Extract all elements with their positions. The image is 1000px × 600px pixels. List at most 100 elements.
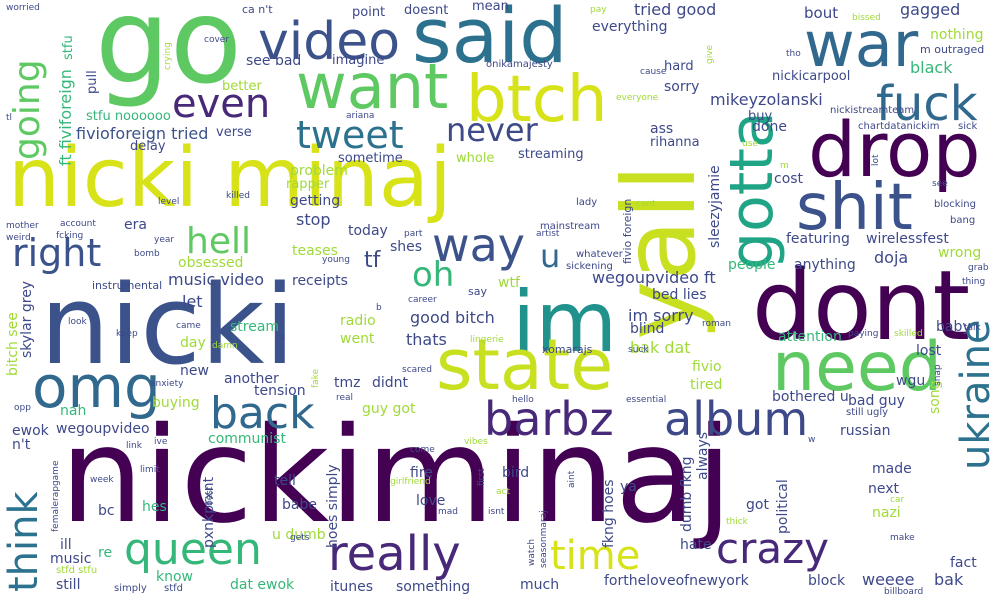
word-hate: hate [680,537,712,553]
word-xomarajs: xomarajs [542,343,593,356]
word-everyone: everyone [616,93,659,103]
word-billboard: billboard [884,587,924,597]
word-shes: shes [390,239,423,255]
word-bird: bird [502,465,530,481]
word-artist: artist [536,229,560,239]
word-nickiminaj: nickiminaj [60,399,733,553]
word-fivio: fivio [692,359,722,375]
word-anxiety: anxiety [150,379,184,389]
word-use: use [742,139,758,149]
word-stfu-noooooo: stfu noooooo [86,109,171,124]
word-lost: lost [916,343,942,359]
word-snap: snap [933,364,943,386]
word-buy: buy [748,109,773,124]
word-act: act [496,487,510,497]
word-car: car [890,495,905,505]
word-bitch-see: bitch see [5,312,21,376]
word-ive: ive [154,437,168,447]
word-account: account [60,219,96,229]
word-grab: grab [968,263,989,273]
word-year: year [154,235,175,245]
word-tried-good: tried good [634,0,717,19]
word-stop: stop [296,210,331,229]
word-n-t: n't [12,437,31,453]
word-nah: nah [60,403,87,419]
word-make: make [890,533,915,543]
word-femalerapgame: femalerapgame [51,460,61,533]
word-ass: ass [650,121,674,137]
word-nicki: nicki [40,261,296,389]
word-video: video [258,12,401,72]
word-seasonmaraj: seasonmaraj [539,510,549,568]
word-bak: bak [934,570,964,589]
word-thick: thick [726,517,748,527]
word-gets: gets [290,533,310,543]
word-tho: tho [786,49,801,59]
word-real: real [336,393,354,403]
word-made: made [872,461,912,477]
word-back: back [210,388,315,439]
word-hoes-simply: hoes simply [325,464,341,548]
word-streaming: streaming [518,147,584,162]
word-stfu: stfu [61,35,76,60]
word-keep: keep [116,329,138,339]
word-wirelessfest: wirelessfest [866,231,949,247]
word-isnt: isnt [488,507,505,517]
word-thing: thing [962,277,986,287]
word-mainstream: mainstream [540,221,601,232]
word-tired: tired [690,377,723,393]
word-right: right [12,231,102,275]
word-tell: tell [274,473,296,489]
word-buying: buying [152,395,200,411]
word-pull: pull [85,70,100,94]
word-got: got [746,497,769,513]
word-fact: fact [950,555,977,571]
word-tmz: tmz [334,375,361,391]
word-weeee: weeee [862,570,915,589]
word-skilled: skilled [894,329,923,339]
word-ft-fiviforeign: ft fiviforeign [56,69,75,166]
word-week: week [90,475,114,485]
word-nicki-minaj: nicki minaj [8,131,452,226]
word-hell: hell [186,221,251,262]
word-sleezyjamie: sleezyjamie [707,165,723,248]
word-let: let [182,292,203,311]
word-didnt: didnt [372,375,409,391]
word-came: came [176,321,201,331]
word-give: give [705,44,715,64]
word-ca-n-t: ca n't [242,3,273,16]
word-pay: pay [590,5,607,15]
word-suck: suck [628,345,649,355]
word-black: black [910,58,953,77]
word-tl: tl [6,113,13,123]
word-war: war [804,8,919,81]
word-whatever: whatever [576,249,623,260]
word-barbz: barbz [484,392,614,446]
word-bout: bout [804,4,839,22]
word-going: going [7,59,48,160]
word-blocking: blocking [934,199,976,210]
word-teases: teases [292,243,338,259]
word-dumb-fkng: dumb fkng [679,456,695,532]
word-crazy: crazy [716,524,829,573]
word-done: done [752,119,787,135]
word-fire: fire [410,465,433,481]
word-damn: damn [212,341,238,351]
word-ukraine: ukraine [953,319,999,470]
word-anything: anything [794,257,856,273]
word-new: new [180,363,209,379]
word-good-bitch: good bitch [410,308,495,327]
word-im-sorry: im sorry [628,306,694,325]
word-lady: lady [576,197,598,208]
word-dat-ewok: dat ewok [230,577,295,593]
word-people: people [728,257,776,273]
word-never: never [446,111,538,149]
word-vibes: vibes [464,437,488,447]
word-worried: worried [6,3,40,13]
word-mikeyzolanski: mikeyzolanski [710,90,823,109]
word-getting: getting [290,193,341,209]
word-see: see [932,179,948,189]
word-radio: radio [340,313,376,329]
word-itunes: itunes [330,579,374,595]
